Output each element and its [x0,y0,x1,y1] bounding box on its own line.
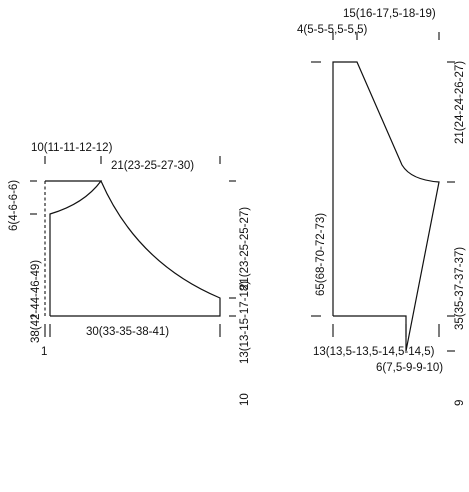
sleeve-piece: 15(16-17,5-18-19) 4(5-5-5,5-5,5) 65(68-7… [297,8,466,406]
body-neck-depth-label: 6(4-6-6-6) [8,180,20,231]
body-bottom-width-label: 30(33-35-38-41) [86,326,169,338]
body-side-length-label: 13(13-15-17-18) [239,281,251,364]
body-armhole-width-label: 21(23-25-27-30) [111,160,194,172]
sleeve-total-length-label: 65(68-70-72-73) [315,213,327,296]
body-lower-section-label: 10 [239,393,251,406]
body-outline [45,180,221,317]
sleeve-outline [332,61,440,352]
body-armhole-depth-label: 21(23-25-25-27) [239,207,251,290]
sleeve-cap-top-side-label: 4(5-5-5,5-5,5) [297,24,367,36]
body-length-to-armhole-label: 38(42-44-46-49) [30,260,42,343]
sleeve-increase-width-label: 6(7,5-9-9-10) [376,362,443,374]
sleeve-cuff-height-label: 9 [454,400,466,406]
body-piece: 10(11-11-12-12) 21(23-25-27-30) 6(4-6-6-… [8,142,251,406]
body-edge-band-label: 1 [41,346,47,358]
sleeve-cap-height-label: 21(24-24-26-27) [454,61,466,144]
sleeve-length-label: 35(35-37-37-37) [454,247,466,330]
body-shoulder-width-label: 10(11-11-12-12) [31,142,113,154]
sleeve-cap-top-width-label: 15(16-17,5-18-19) [343,8,436,20]
sleeve-bottom-width-label: 13(13,5-13,5-14,5-14,5) [313,346,435,358]
